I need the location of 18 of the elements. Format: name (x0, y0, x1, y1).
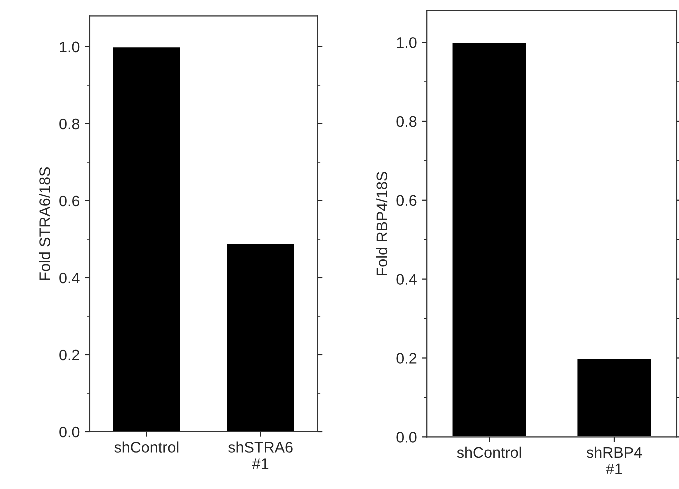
y-tick-label: 0.0 (396, 432, 417, 443)
y-axis-title: Fold STRA6/18S (39, 167, 50, 280)
x-tick-label: shSTRA6 #1 (228, 442, 293, 470)
y-tick-label: 0.6 (60, 196, 80, 207)
y-tick-label: 1.0 (60, 42, 80, 53)
y-tick-label: 0.6 (396, 195, 417, 206)
x-tick-label: shControl (114, 442, 179, 453)
y-tick-label: 0.2 (60, 350, 80, 361)
y-tick-label: 0.8 (396, 116, 417, 128)
y-tick-label: 0.2 (396, 353, 417, 364)
y-tick-label: 0.4 (396, 274, 417, 286)
y-tick-label: 0.0 (60, 426, 80, 438)
y-tick-label: 0.4 (60, 272, 80, 284)
x-tick-label: shRBP4 #1 (586, 446, 642, 474)
y-tick-label: 1.0 (397, 37, 417, 48)
x-tick-label: shControl (457, 446, 522, 458)
y-axis-title: Fold RBP4/18S (376, 172, 388, 276)
y-tick-label: 0.8 (60, 118, 80, 130)
